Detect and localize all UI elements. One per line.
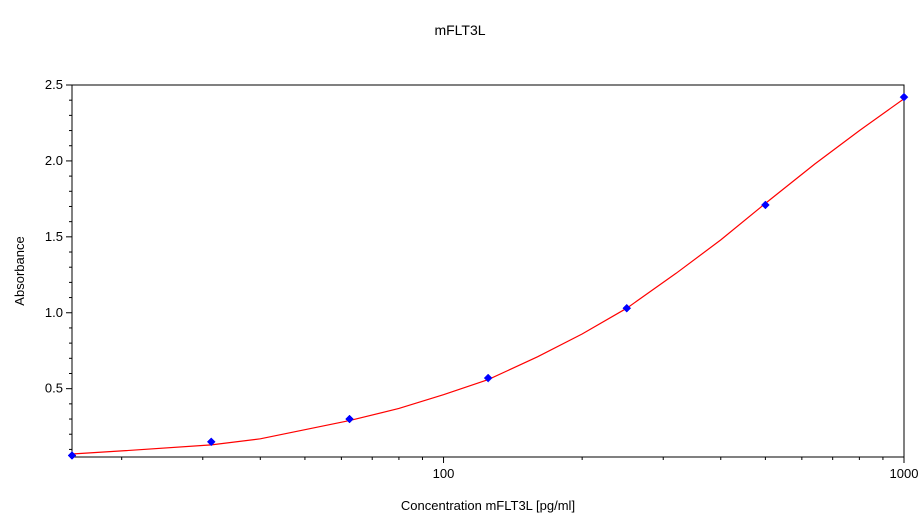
fit-curve-layer bbox=[71, 98, 905, 455]
data-point bbox=[622, 303, 632, 313]
chart-title: mFLT3L bbox=[434, 22, 485, 38]
y-tick-label: 0.5 bbox=[45, 381, 63, 396]
data-point bbox=[899, 92, 909, 102]
data-points-layer bbox=[67, 92, 909, 460]
data-point bbox=[67, 451, 77, 460]
data-point bbox=[761, 200, 770, 210]
y-axis-label: Absorbance bbox=[12, 236, 27, 305]
x-axis-label: Concentration mFLT3L [pg/ml] bbox=[401, 498, 575, 513]
x-axis-ticks: 100 1000 bbox=[121, 457, 919, 481]
y-tick-label: 1.5 bbox=[45, 229, 63, 244]
data-point bbox=[483, 373, 493, 383]
data-point bbox=[206, 437, 216, 447]
data-point bbox=[345, 414, 354, 424]
y-axis-ticks: 0.5 1.0 1.5 2.0 2.5 bbox=[45, 77, 72, 450]
fit-curve-line bbox=[71, 98, 905, 455]
y-tick-label: 1.0 bbox=[45, 305, 63, 320]
plot-frame bbox=[71, 84, 905, 458]
x-tick-label: 100 bbox=[433, 466, 455, 481]
x-tick-label: 1000 bbox=[890, 466, 919, 481]
y-tick-label: 2.0 bbox=[45, 153, 63, 168]
y-tick-label: 2.5 bbox=[45, 77, 63, 92]
